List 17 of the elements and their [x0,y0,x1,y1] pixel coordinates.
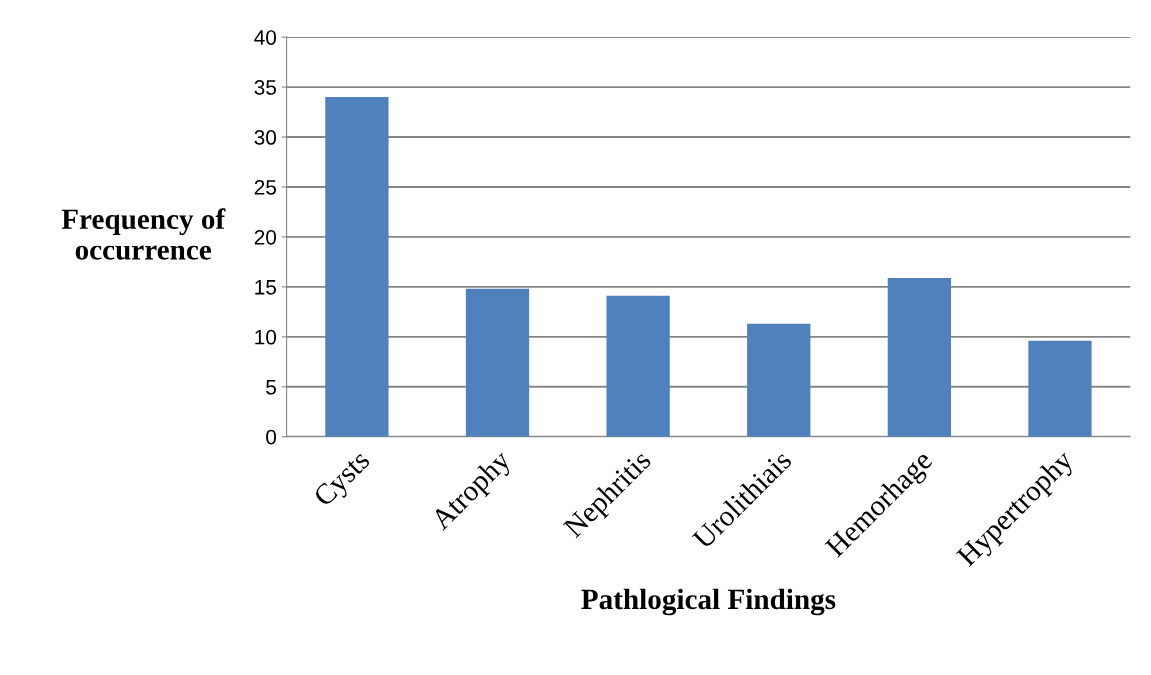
y-tick-label: 10 [255,329,277,345]
y-tick-label: 20 [254,229,277,245]
bar [747,323,811,437]
y-tick-label: 40 [254,30,277,45]
y-tick-label: 5 [266,379,276,395]
bar [325,97,389,437]
bar [1028,340,1092,437]
y-axis-title: Frequency of occurrence [61,208,226,260]
y-tick-label: 25 [254,179,277,195]
x-axis-title: Pathlogical Findings [581,588,836,616]
bar [887,277,951,437]
y-tick-label: 0 [266,429,277,445]
y-tick-label: 30 [254,130,277,145]
y-tick-label: 15 [255,280,277,295]
bar [465,288,530,437]
bar [606,295,670,437]
y-tick-label: 35 [254,80,277,95]
